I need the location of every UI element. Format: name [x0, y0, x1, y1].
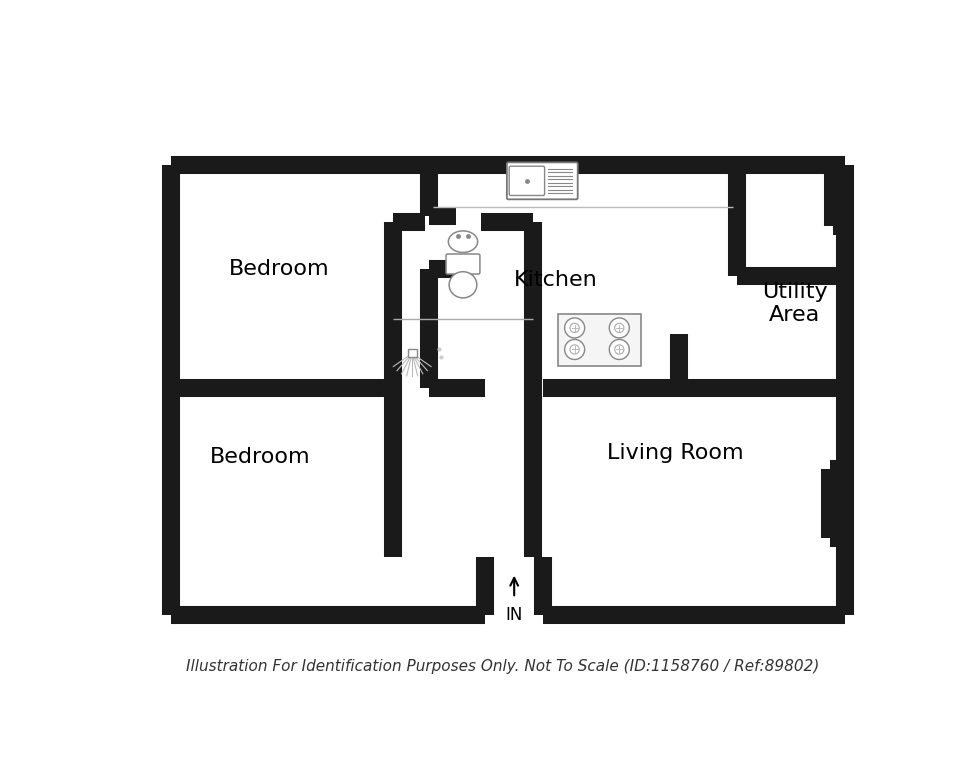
- Text: IN: IN: [506, 606, 523, 624]
- Circle shape: [564, 339, 585, 360]
- Text: Bedroom: Bedroom: [228, 259, 329, 278]
- Bar: [558, 314, 641, 367]
- Ellipse shape: [449, 271, 477, 298]
- Circle shape: [614, 323, 624, 332]
- Circle shape: [564, 318, 585, 338]
- Ellipse shape: [449, 231, 477, 253]
- Text: Kitchen: Kitchen: [514, 270, 598, 290]
- Circle shape: [570, 323, 579, 332]
- Circle shape: [610, 339, 629, 360]
- Circle shape: [614, 345, 624, 354]
- FancyBboxPatch shape: [446, 254, 480, 274]
- Text: Living Room: Living Room: [608, 443, 744, 464]
- Circle shape: [570, 345, 579, 354]
- Text: Illustration For Identification Purposes Only. Not To Scale (ID:1158760 / Ref:89: Illustration For Identification Purposes…: [185, 659, 819, 674]
- Text: Bedroom: Bedroom: [210, 447, 310, 468]
- Bar: [408, 350, 416, 357]
- Circle shape: [610, 318, 629, 338]
- FancyBboxPatch shape: [510, 167, 545, 196]
- Text: Utility
Area: Utility Area: [762, 282, 828, 325]
- FancyBboxPatch shape: [507, 163, 578, 199]
